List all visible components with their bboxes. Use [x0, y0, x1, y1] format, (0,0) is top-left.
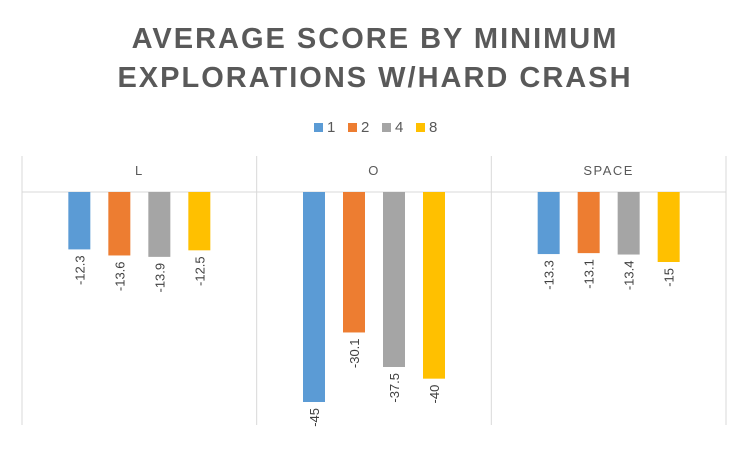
category-label-space: SPACE — [583, 163, 634, 178]
bar-o-series-4 — [383, 192, 405, 367]
legend-swatch-1 — [314, 123, 323, 132]
data-label-space-series-8: -15 — [662, 268, 677, 287]
data-label-l-series-4: -13.9 — [152, 263, 167, 293]
data-label-space-series-4: -13.4 — [622, 261, 637, 291]
bar-space-series-8 — [657, 192, 680, 262]
category-label-l: L — [135, 163, 144, 178]
bar-l-series-8 — [188, 192, 211, 251]
data-label-o-series-8: -40 — [427, 385, 442, 404]
data-label-space-series-1: -13.3 — [542, 260, 557, 290]
bar-o-series-8 — [423, 192, 445, 379]
legend-label-2: 2 — [361, 119, 369, 136]
data-label-o-series-1: -45 — [307, 408, 322, 427]
legend-swatch-2 — [348, 123, 357, 132]
legend-label-8: 8 — [429, 119, 437, 136]
data-label-l-series-2: -13.6 — [112, 261, 127, 291]
legend: 1 2 4 8 — [314, 119, 437, 136]
legend-label-1: 1 — [327, 119, 335, 136]
legend-label-4: 4 — [395, 119, 403, 136]
bar-o-series-2 — [343, 192, 365, 333]
data-label-space-series-2: -13.1 — [582, 259, 597, 289]
chart-title-line-1: AVERAGE SCORE BY MINIMUM — [132, 23, 619, 55]
bar-space-series-1 — [537, 192, 560, 255]
data-label-o-series-2: -30.1 — [347, 338, 362, 368]
bar-l-series-4 — [148, 192, 171, 257]
bar-space-series-2 — [577, 192, 600, 254]
chart-title-line-2: EXPLORATIONS W/HARD CRASH — [117, 62, 632, 94]
legend-swatch-8 — [416, 123, 425, 132]
bar-l-series-1 — [68, 192, 91, 250]
bar-o-series-1 — [303, 192, 325, 402]
data-label-l-series-8: -12.5 — [192, 256, 207, 286]
bar-l-series-2 — [108, 192, 131, 256]
category-label-o: O — [368, 163, 380, 178]
bar-space-series-4 — [617, 192, 640, 255]
plot-area: L -12.3 -13.6 -13.9 -12.5 O -45 -30.1 -37.5 -40 SP… — [21, 156, 727, 427]
data-label-o-series-4: -37.5 — [387, 373, 402, 403]
legend-swatch-4 — [382, 123, 391, 132]
data-label-l-series-1: -12.3 — [72, 255, 87, 285]
